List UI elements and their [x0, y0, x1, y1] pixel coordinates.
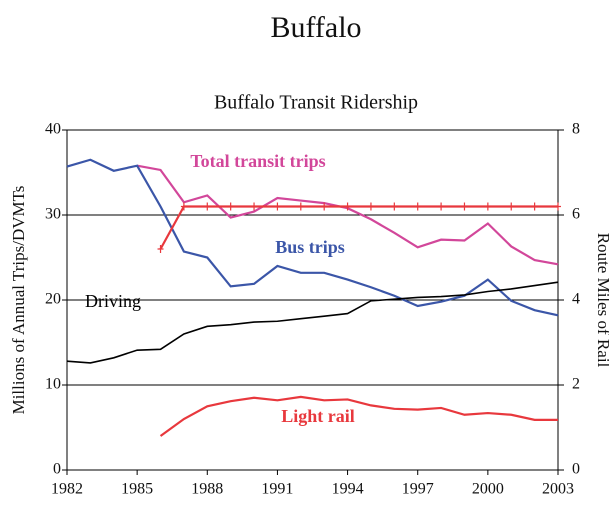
x-tick-label: 1994	[332, 481, 364, 498]
x-tick-label: 1985	[121, 481, 153, 498]
chart-title: Buffalo Transit Ridership	[214, 92, 418, 114]
marker	[157, 245, 164, 253]
y-tick-label: 10	[45, 376, 61, 393]
series-label: Driving	[85, 291, 141, 311]
y-tick-label: 0	[53, 461, 61, 478]
y2-axis-label: Route Miles of Rail	[594, 233, 609, 368]
marker	[555, 202, 561, 211]
marker	[344, 202, 351, 211]
series-label: Bus trips	[275, 237, 345, 257]
x-tick-label: 1991	[261, 481, 293, 498]
x-tick-label: 1982	[51, 481, 83, 498]
marker	[367, 202, 374, 211]
x-tick-label: 2003	[542, 481, 574, 498]
y-axis-label: Millions of Annual Trips/DVMTs	[9, 186, 28, 415]
marker	[461, 202, 468, 211]
marker	[484, 202, 491, 211]
x-tick-label: 1997	[402, 481, 434, 498]
y2-tick-label: 2	[572, 376, 580, 393]
series-line	[66, 281, 559, 364]
marker	[227, 202, 234, 211]
marker	[391, 202, 398, 211]
y-tick-label: 20	[45, 291, 61, 308]
series-line	[159, 205, 558, 250]
marker	[180, 202, 187, 211]
series-label: Light rail	[281, 406, 355, 426]
y2-tick-label: 0	[572, 461, 580, 478]
series-line	[159, 395, 558, 437]
marker	[438, 202, 445, 211]
y-tick-label: 40	[45, 121, 61, 138]
marker	[297, 202, 304, 211]
page-header: Buffalo	[270, 11, 361, 44]
x-tick-label: 1988	[191, 481, 223, 498]
marker	[321, 202, 328, 211]
marker	[251, 202, 258, 211]
marker	[508, 202, 515, 211]
marker	[274, 202, 281, 211]
y2-tick-label: 6	[572, 206, 580, 223]
marker	[531, 202, 538, 211]
marker	[204, 202, 211, 211]
x-tick-label: 2000	[472, 481, 504, 498]
series-line	[66, 158, 559, 317]
series-label: Total transit trips	[190, 151, 325, 171]
y2-tick-label: 8	[572, 121, 580, 138]
y-tick-label: 30	[45, 206, 61, 223]
marker	[414, 202, 421, 211]
y2-tick-label: 4	[572, 291, 580, 308]
